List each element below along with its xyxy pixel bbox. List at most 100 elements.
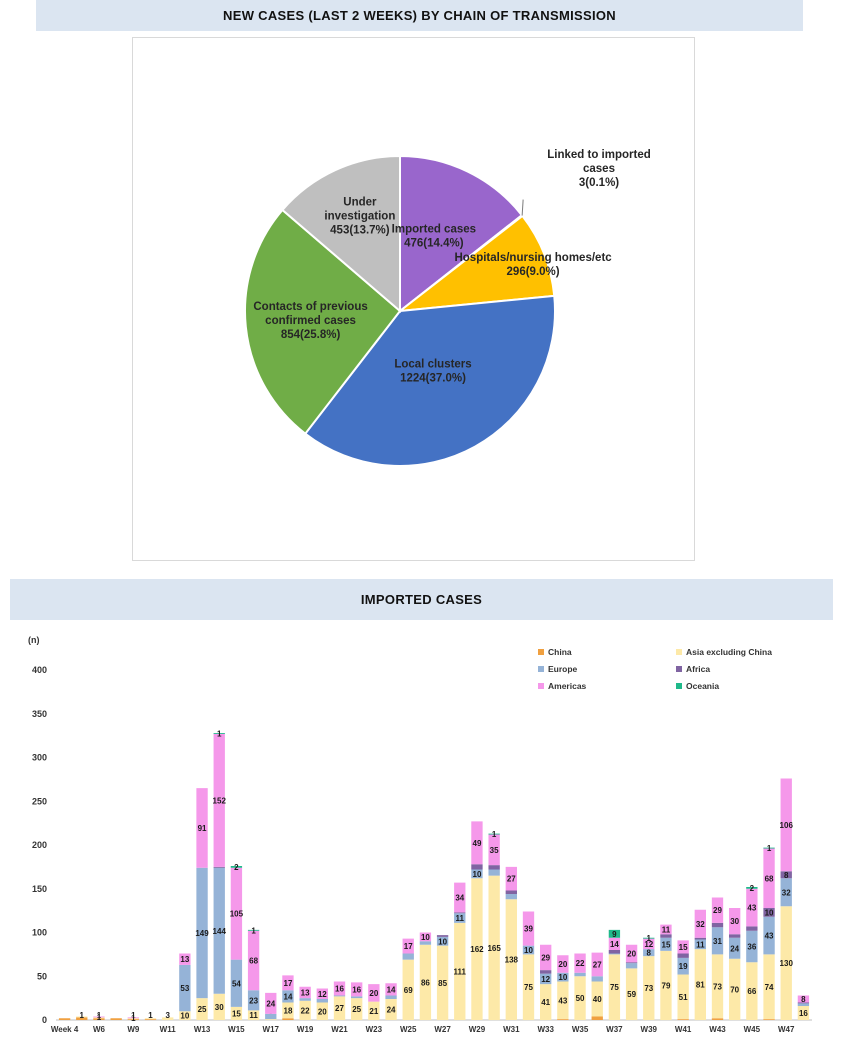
legend: China Asia excluding China Europe Africa Ame… bbox=[538, 647, 772, 691]
bar-segment-europe bbox=[333, 995, 346, 997]
bar-segment-china bbox=[110, 1018, 122, 1020]
bar-stack: 165 35 1 bbox=[487, 830, 501, 1021]
legend-swatch bbox=[538, 649, 544, 655]
x-tick-label: W6 bbox=[93, 1025, 106, 1034]
y-tick-label: 150 bbox=[32, 884, 47, 894]
bar-segment-americas bbox=[608, 937, 621, 950]
bar-value-label: 8 bbox=[801, 995, 806, 1004]
y-tick-label: 250 bbox=[32, 796, 47, 806]
bar-value-label: 18 bbox=[284, 1006, 293, 1015]
bar-value-label: 74 bbox=[765, 983, 774, 992]
pie-slice-value-label: 854(25.8%) bbox=[281, 329, 341, 341]
bar-stack: 50 22 bbox=[574, 953, 586, 1020]
bar-value-label: 14 bbox=[387, 985, 396, 994]
bar-segment-europe bbox=[505, 894, 517, 900]
bar-segment-africa bbox=[746, 926, 758, 931]
bar-segment-americas bbox=[625, 944, 638, 963]
bar-segment-americas bbox=[694, 909, 706, 938]
pie-label-group: Contacts of previous confirmed cases 854(2… bbox=[253, 301, 367, 341]
bar-value-label: 130 bbox=[780, 959, 794, 968]
bar-segment-africa bbox=[711, 922, 724, 928]
bar-segment-europe bbox=[557, 972, 569, 982]
bar-stack: 18 14 17 bbox=[282, 975, 294, 1020]
bar-stack: 43 10 20 bbox=[557, 955, 569, 1021]
bar-segment-americas bbox=[127, 1017, 139, 1019]
pie-chart-frame: Imported cases 476(14.4%) Linked to import… bbox=[132, 37, 695, 561]
pie-slice-name-label: Local clusters bbox=[394, 359, 471, 371]
y-tick-label: 100 bbox=[32, 928, 47, 938]
bar-segment-africa bbox=[660, 934, 672, 938]
bar-segment-china bbox=[711, 1018, 724, 1020]
bar-segment-africa bbox=[694, 937, 706, 940]
x-tick-label: W21 bbox=[331, 1025, 348, 1034]
pie-chart-title-band: NEW CASES (LAST 2 WEEKS) BY CHAIN OF TRA… bbox=[36, 0, 803, 31]
bar-value-label: 11 bbox=[249, 1011, 258, 1020]
bar-segment-asia-excluding-china bbox=[93, 1017, 105, 1019]
bar-value-label: 31 bbox=[713, 937, 722, 946]
bar-value-label: 11 bbox=[696, 940, 705, 949]
bar-stack: 59 20 bbox=[625, 944, 638, 1021]
bar-segment-oceania bbox=[746, 887, 758, 889]
bar-stack: 10 53 13 bbox=[179, 953, 191, 1021]
bar-value-label: 75 bbox=[610, 983, 619, 992]
bar-segment-asia-excluding-china bbox=[711, 954, 724, 1019]
bar-value-label: 8 bbox=[647, 949, 652, 958]
bar-segment-europe bbox=[265, 1013, 277, 1020]
bar-stack: 24 14 bbox=[385, 983, 397, 1020]
bar-stack: 70 24 30 bbox=[729, 908, 741, 1020]
pie-slice-name-label: Imported cases bbox=[392, 223, 476, 235]
pie-slice-value-label: 453(13.7%) bbox=[330, 225, 390, 237]
y-tick-label: 400 bbox=[32, 665, 47, 675]
x-tick-label: W37 bbox=[606, 1025, 623, 1034]
bar-value-label: 36 bbox=[747, 943, 756, 952]
bar-segment-europe bbox=[729, 937, 741, 959]
x-tick-label: W9 bbox=[127, 1025, 140, 1034]
bar-stack: 1 bbox=[76, 1011, 88, 1021]
legend-swatch bbox=[676, 666, 682, 672]
bar-segment-oceania bbox=[488, 833, 500, 835]
x-tick-label: W33 bbox=[537, 1025, 554, 1034]
bar-stack: 25 149 91 bbox=[195, 788, 209, 1021]
bar-segment-asia-excluding-china bbox=[144, 1018, 157, 1020]
bar-segment-americas bbox=[230, 867, 243, 960]
bar-segment-europe bbox=[591, 976, 603, 982]
bar-value-label: 1 bbox=[492, 830, 497, 839]
bar-segment-asia-excluding-china bbox=[797, 1006, 810, 1020]
bar-value-label: 17 bbox=[284, 979, 293, 988]
bar-segment-americas bbox=[574, 953, 586, 973]
bar-stack: 16 8 bbox=[797, 995, 810, 1020]
bar-segment-africa bbox=[471, 864, 483, 870]
bar-segment-europe bbox=[797, 1003, 810, 1007]
bar-segment-americas bbox=[93, 1016, 105, 1018]
bar-segment-asia-excluding-china bbox=[76, 1016, 88, 1018]
bar-value-label: 13 bbox=[180, 955, 189, 964]
bar-value-label: 2 bbox=[750, 884, 755, 893]
bar-segment-china bbox=[763, 1019, 775, 1021]
bar-segment-americas bbox=[711, 897, 724, 923]
bar-value-label: 144 bbox=[213, 927, 227, 936]
pie-leader-line bbox=[521, 199, 524, 216]
bar-segment-africa bbox=[625, 962, 638, 964]
bar-segment-asia-excluding-china bbox=[247, 1010, 260, 1021]
bar-segment-americas bbox=[213, 733, 225, 867]
bar-value-label: 16 bbox=[335, 985, 344, 994]
pie-label-group: Local clusters 1224(37.0%) bbox=[394, 359, 471, 385]
bar-segment-americas bbox=[729, 908, 741, 935]
bar-value-label: 14 bbox=[284, 992, 293, 1001]
bar-segment-asia-excluding-china bbox=[162, 1017, 174, 1021]
bar-value-label: 10 bbox=[558, 973, 567, 982]
y-tick-label: 50 bbox=[37, 971, 47, 981]
bar-value-label: 69 bbox=[404, 986, 413, 995]
bar-segment-europe bbox=[608, 953, 621, 955]
bar-stack bbox=[58, 1018, 71, 1020]
x-tick-label: W17 bbox=[263, 1025, 280, 1034]
bar-segment-europe bbox=[230, 959, 243, 1007]
pie-slice-local-clusters bbox=[303, 294, 556, 468]
bar-segment-europe bbox=[660, 937, 672, 951]
bar-value-label: 85 bbox=[438, 979, 447, 988]
bar-value-label: 20 bbox=[627, 950, 636, 959]
bar-value-label: 24 bbox=[387, 1006, 396, 1015]
bar-value-label: 66 bbox=[747, 987, 756, 996]
